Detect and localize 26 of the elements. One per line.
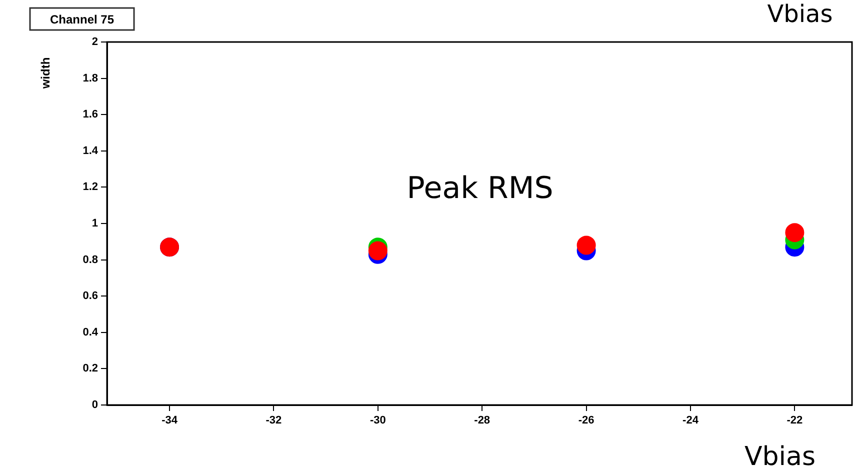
x-tick-label: -22 bbox=[786, 414, 803, 427]
y-tick-label: 2 bbox=[92, 36, 98, 48]
x-tick-label: -28 bbox=[474, 414, 490, 427]
point bbox=[785, 223, 804, 242]
y-tick-label: 1.4 bbox=[82, 144, 99, 157]
point bbox=[368, 241, 388, 260]
x-tick-label: -24 bbox=[682, 414, 700, 427]
y-tick-label: 1.8 bbox=[82, 72, 98, 84]
point bbox=[576, 236, 596, 255]
y-tick-label: 1 bbox=[92, 218, 98, 230]
y-axis-title: width bbox=[38, 57, 52, 90]
y-tick-label: 1.6 bbox=[82, 108, 98, 121]
x-tick-label: -30 bbox=[370, 414, 386, 427]
y-tick-label: 0 bbox=[92, 399, 98, 412]
y-tick-label: 1.2 bbox=[82, 181, 98, 194]
y-tick-label: 0.8 bbox=[82, 254, 98, 266]
x-axis-title: Vbias bbox=[744, 442, 816, 472]
x-tick-label: -32 bbox=[266, 414, 282, 427]
y-tick-label: 0.4 bbox=[82, 326, 99, 338]
x-tick-label: -34 bbox=[162, 414, 178, 427]
text: Vbias bbox=[767, 0, 833, 28]
y-tick-label: 0.2 bbox=[82, 362, 98, 375]
y-tick-label: 0.6 bbox=[82, 290, 98, 302]
chart-title: Channel 75 bbox=[50, 12, 114, 26]
annotation: Peak RMS bbox=[406, 170, 554, 206]
x-tick-label: -26 bbox=[578, 414, 594, 427]
